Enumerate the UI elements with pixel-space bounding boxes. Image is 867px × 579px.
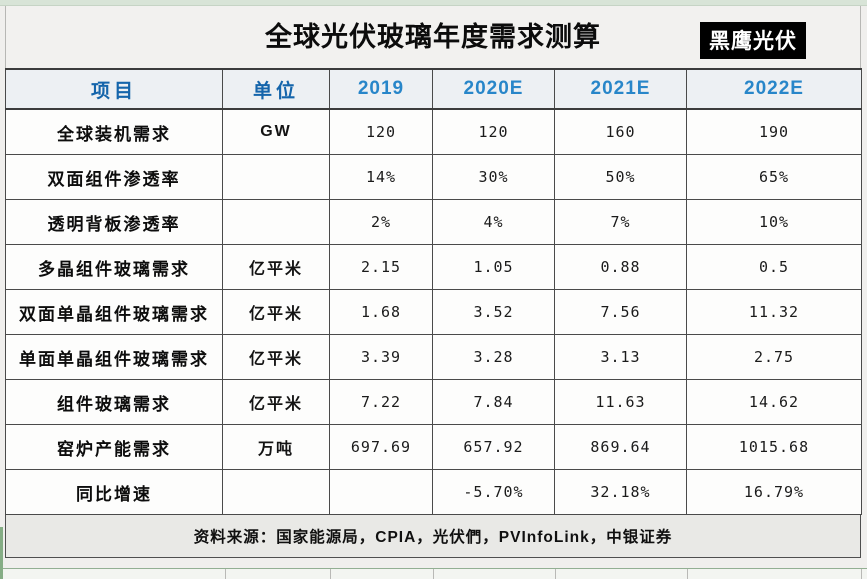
grid-line xyxy=(330,569,331,579)
value-cell: 697.69 xyxy=(329,424,433,470)
value-cell: 3.39 xyxy=(329,334,433,380)
column-header: 2021E xyxy=(554,68,687,110)
table-row: 透明背板渗透率 2% 4% 7% 10% xyxy=(5,199,862,245)
title-bar: 全球光伏玻璃年度需求测算 黑鹰光伏 xyxy=(5,6,861,68)
row-label: 透明背板渗透率 xyxy=(5,199,223,245)
value-cell: 11.63 xyxy=(554,379,687,425)
value-cell: 65% xyxy=(686,154,862,200)
value-cell: 0.5 xyxy=(686,244,862,290)
table-row: 窑炉产能需求 万吨 697.69 657.92 869.64 1015.68 xyxy=(5,424,862,470)
value-cell: 160 xyxy=(554,108,687,155)
unit-cell: GW xyxy=(222,108,330,155)
row-label: 双面组件渗透率 xyxy=(5,154,223,200)
row-label: 窑炉产能需求 xyxy=(5,424,223,470)
value-cell xyxy=(329,469,433,515)
value-cell: 7.56 xyxy=(554,289,687,335)
row-label: 多晶组件玻璃需求 xyxy=(5,244,223,290)
table-row: 组件玻璃需求 亿平米 7.22 7.84 11.63 14.62 xyxy=(5,379,862,425)
column-header: 项目 xyxy=(5,68,223,110)
demand-table: 项目 单位 2019 2020E 2021E 2022E 全球装机需求 GW 120 120 16… xyxy=(5,68,862,515)
table-row: 全球装机需求 GW 120 120 160 190 xyxy=(5,108,862,155)
value-cell: 2.15 xyxy=(329,244,433,290)
table-row: 单面单晶组件玻璃需求 亿平米 3.39 3.28 3.13 2.75 xyxy=(5,334,862,380)
column-header: 2019 xyxy=(329,68,433,110)
row-label: 全球装机需求 xyxy=(5,108,223,155)
row-label: 组件玻璃需求 xyxy=(5,379,223,425)
row-label: 双面单晶组件玻璃需求 xyxy=(5,289,223,335)
source-note: 资料来源：国家能源局，CPIA，光伏們，PVInfoLink，中银证券 xyxy=(5,515,861,558)
column-header: 2020E xyxy=(432,68,555,110)
value-cell: 16.79% xyxy=(686,469,862,515)
unit-cell: 亿平米 xyxy=(222,289,330,335)
left-green-edge xyxy=(0,527,3,579)
column-header: 2022E xyxy=(686,68,862,110)
page-title: 全球光伏玻璃年度需求测算 xyxy=(265,22,601,52)
unit-cell: 亿平米 xyxy=(222,379,330,425)
value-cell: 7.84 xyxy=(432,379,555,425)
unit-cell xyxy=(222,199,330,245)
column-header: 单位 xyxy=(222,68,330,110)
spreadsheet-area: 全球光伏玻璃年度需求测算 黑鹰光伏 项目 单位 2019 2020E 2021E 2022… xyxy=(5,6,862,558)
value-cell: 1.05 xyxy=(432,244,555,290)
row-label: 单面单晶组件玻璃需求 xyxy=(5,334,223,380)
table-row: 同比增速 -5.70% 32.18% 16.79% xyxy=(5,469,862,515)
bottom-grid-strip xyxy=(0,568,867,579)
brand-logo: 黑鹰光伏 xyxy=(700,22,806,59)
grid-line xyxy=(225,569,226,579)
value-cell: 657.92 xyxy=(432,424,555,470)
value-cell: 120 xyxy=(432,108,555,155)
header-row: 项目 单位 2019 2020E 2021E 2022E xyxy=(5,68,862,110)
value-cell: 190 xyxy=(686,108,862,155)
value-cell: 4% xyxy=(432,199,555,245)
value-cell: 3.28 xyxy=(432,334,555,380)
value-cell: 869.64 xyxy=(554,424,687,470)
unit-cell xyxy=(222,154,330,200)
value-cell: 10% xyxy=(686,199,862,245)
unit-cell: 万吨 xyxy=(222,424,330,470)
table-body: 全球装机需求 GW 120 120 160 190 双面组件渗透率 14% 30% 50% 65% 透… xyxy=(5,108,862,515)
unit-cell xyxy=(222,469,330,515)
value-cell: 3.13 xyxy=(554,334,687,380)
value-cell: 30% xyxy=(432,154,555,200)
table-row: 多晶组件玻璃需求 亿平米 2.15 1.05 0.88 0.5 xyxy=(5,244,862,290)
value-cell: 2.75 xyxy=(686,334,862,380)
value-cell: 0.88 xyxy=(554,244,687,290)
table-row: 双面组件渗透率 14% 30% 50% 65% xyxy=(5,154,862,200)
value-cell: 14% xyxy=(329,154,433,200)
value-cell: 11.32 xyxy=(686,289,862,335)
top-green-strip xyxy=(0,0,867,6)
value-cell: 3.52 xyxy=(432,289,555,335)
value-cell: 32.18% xyxy=(554,469,687,515)
table-row: 双面单晶组件玻璃需求 亿平米 1.68 3.52 7.56 11.32 xyxy=(5,289,862,335)
value-cell: 7% xyxy=(554,199,687,245)
row-label: 同比增速 xyxy=(5,469,223,515)
value-cell: 7.22 xyxy=(329,379,433,425)
value-cell: -5.70% xyxy=(432,469,555,515)
value-cell: 14.62 xyxy=(686,379,862,425)
value-cell: 2% xyxy=(329,199,433,245)
value-cell: 1015.68 xyxy=(686,424,862,470)
value-cell: 50% xyxy=(554,154,687,200)
grid-line xyxy=(433,569,434,579)
grid-line xyxy=(687,569,688,579)
unit-cell: 亿平米 xyxy=(222,244,330,290)
unit-cell: 亿平米 xyxy=(222,334,330,380)
grid-line xyxy=(555,569,556,579)
value-cell: 1.68 xyxy=(329,289,433,335)
value-cell: 120 xyxy=(329,108,433,155)
grid-line xyxy=(861,569,862,579)
